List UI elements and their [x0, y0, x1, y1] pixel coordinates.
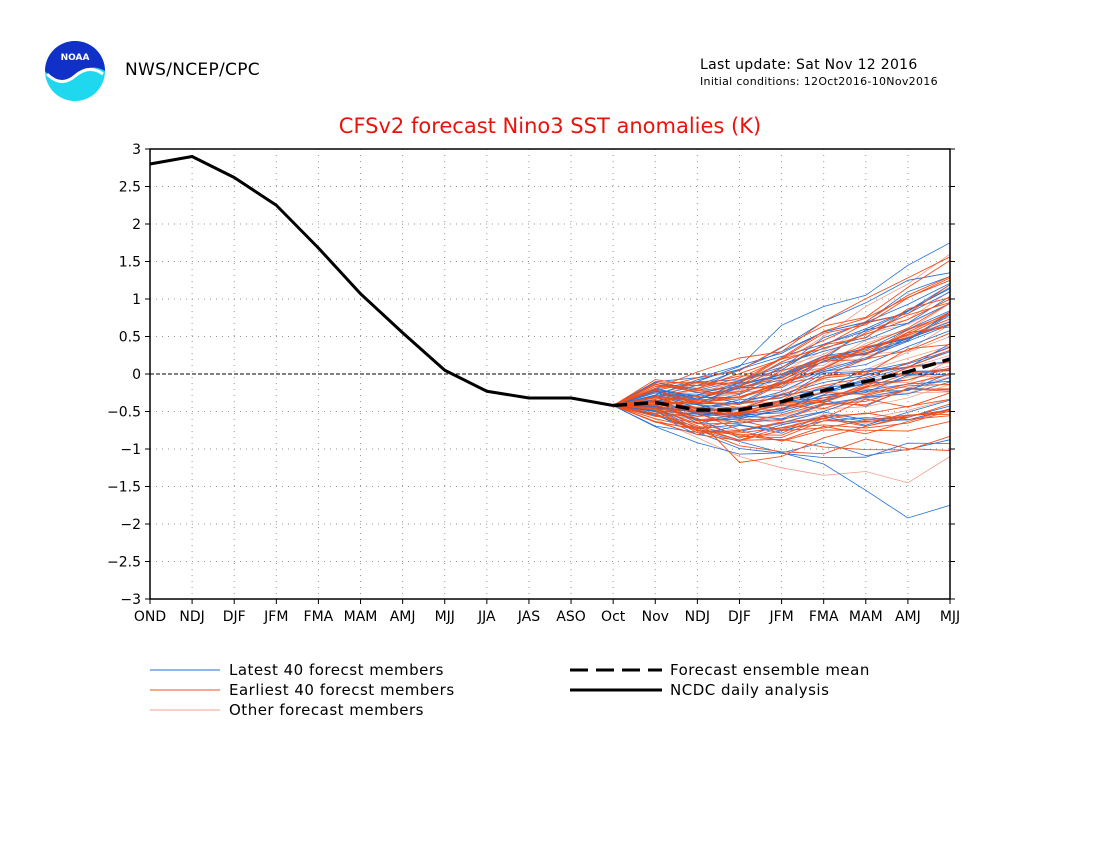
- x-tick-label: DJF: [223, 609, 246, 625]
- earliest-member-line: [613, 405, 951, 442]
- x-tick-label: OND: [134, 609, 166, 625]
- earliest-member-line: [613, 392, 951, 431]
- earliest-member-line: [613, 344, 951, 410]
- y-tick-label: 1: [132, 292, 141, 308]
- x-tick-label: MAM: [849, 609, 883, 625]
- x-tick-label: NDJ: [685, 609, 710, 625]
- analysis-line: [149, 155, 614, 407]
- latest-member-line: [613, 330, 951, 406]
- initial-conditions: Initial conditions: 12Oct2016-10Nov2016: [700, 75, 938, 88]
- y-tick-label: −1: [120, 442, 141, 458]
- y-tick-label: −0.5: [107, 405, 141, 421]
- earliest-member-line: [613, 276, 951, 406]
- y-tick-label: −2.5: [107, 555, 141, 571]
- y-tick-label: 1.5: [119, 255, 141, 271]
- x-tick-label: FMA: [304, 609, 334, 625]
- earliest-member-line: [613, 332, 951, 406]
- y-tick-label: −2: [120, 517, 141, 533]
- x-tick-label: NDJ: [179, 609, 204, 625]
- latest-member-line: [613, 346, 951, 409]
- legend-label-earliest: Earliest 40 forecst members: [229, 681, 455, 699]
- earliest-member-line: [613, 383, 951, 422]
- x-tick-label: MJJ: [940, 609, 960, 625]
- x-tick-label: JAS: [517, 609, 540, 625]
- earliest-member-line: [613, 323, 951, 406]
- earliest-member-line: [612, 297, 951, 406]
- y-tick-label: 2.5: [119, 180, 141, 196]
- earliest-member-line: [613, 347, 951, 406]
- earliest-member-line: [613, 399, 951, 463]
- y-tick-label: −3: [120, 592, 141, 608]
- noaa-logo-text: NOAA: [61, 53, 90, 63]
- x-tick-label: JFM: [263, 609, 288, 625]
- x-tick-label: MAM: [344, 609, 378, 625]
- agency-label: NWS/NCEP/CPC: [125, 60, 260, 80]
- earliest-member-line: [613, 405, 951, 455]
- chart-title: CFSv2 forecast Nino3 SST anomalies (K): [338, 114, 762, 138]
- latest-member-line: [613, 295, 951, 406]
- x-tick-label: AMJ: [895, 609, 921, 625]
- earliest-member-line: [613, 302, 951, 406]
- x-tick-label: ASO: [556, 609, 585, 625]
- earliest-member-line: [613, 313, 951, 406]
- y-tick-label: 3: [132, 142, 141, 158]
- earliest-member-line: [613, 388, 951, 422]
- y-tick-label: 0: [132, 367, 141, 383]
- earliest-member-line: [613, 405, 951, 436]
- y-tick-label: 0.5: [119, 330, 141, 346]
- legend-label-mean: Forecast ensemble mean: [670, 661, 870, 679]
- legend-label-analysis: NCDC daily analysis: [670, 681, 829, 699]
- forecast-members-layer: [612, 242, 951, 519]
- x-tick-label: JFM: [768, 609, 793, 625]
- x-tick-label: FMA: [809, 609, 839, 625]
- earliest-member-line: [613, 405, 951, 442]
- x-tick-label: AMJ: [390, 609, 416, 625]
- main-lines-layer: [149, 155, 951, 412]
- ensemble-mean-line: [613, 357, 951, 412]
- earliest-member-line: [613, 260, 951, 406]
- earliest-member-line: [613, 405, 951, 439]
- y-tick-label: −1.5: [107, 480, 141, 496]
- x-tick-label: Nov: [642, 609, 669, 625]
- x-tick-label: JJA: [477, 609, 496, 625]
- y-tick-label: 2: [132, 217, 141, 233]
- legend: Latest 40 forecst members Earliest 40 for…: [150, 661, 870, 719]
- latest-member-line: [613, 272, 951, 406]
- x-tick-label: DJF: [728, 609, 751, 625]
- other-member-line: [613, 405, 951, 484]
- x-tick-label: Oct: [601, 609, 626, 625]
- legend-label-latest: Latest 40 forecst members: [229, 661, 444, 679]
- earliest-member-line: [613, 256, 951, 406]
- latest-member-line: [613, 276, 951, 406]
- earliest-member-line: [613, 398, 951, 431]
- latest-member-line: [613, 405, 951, 519]
- x-tick-label: MJJ: [435, 609, 455, 625]
- legend-label-other: Other forecast members: [229, 701, 424, 719]
- noaa-logo: NOAA: [44, 40, 106, 102]
- last-update: Last update: Sat Nov 12 2016: [700, 57, 918, 73]
- earliest-member-line: [613, 405, 951, 442]
